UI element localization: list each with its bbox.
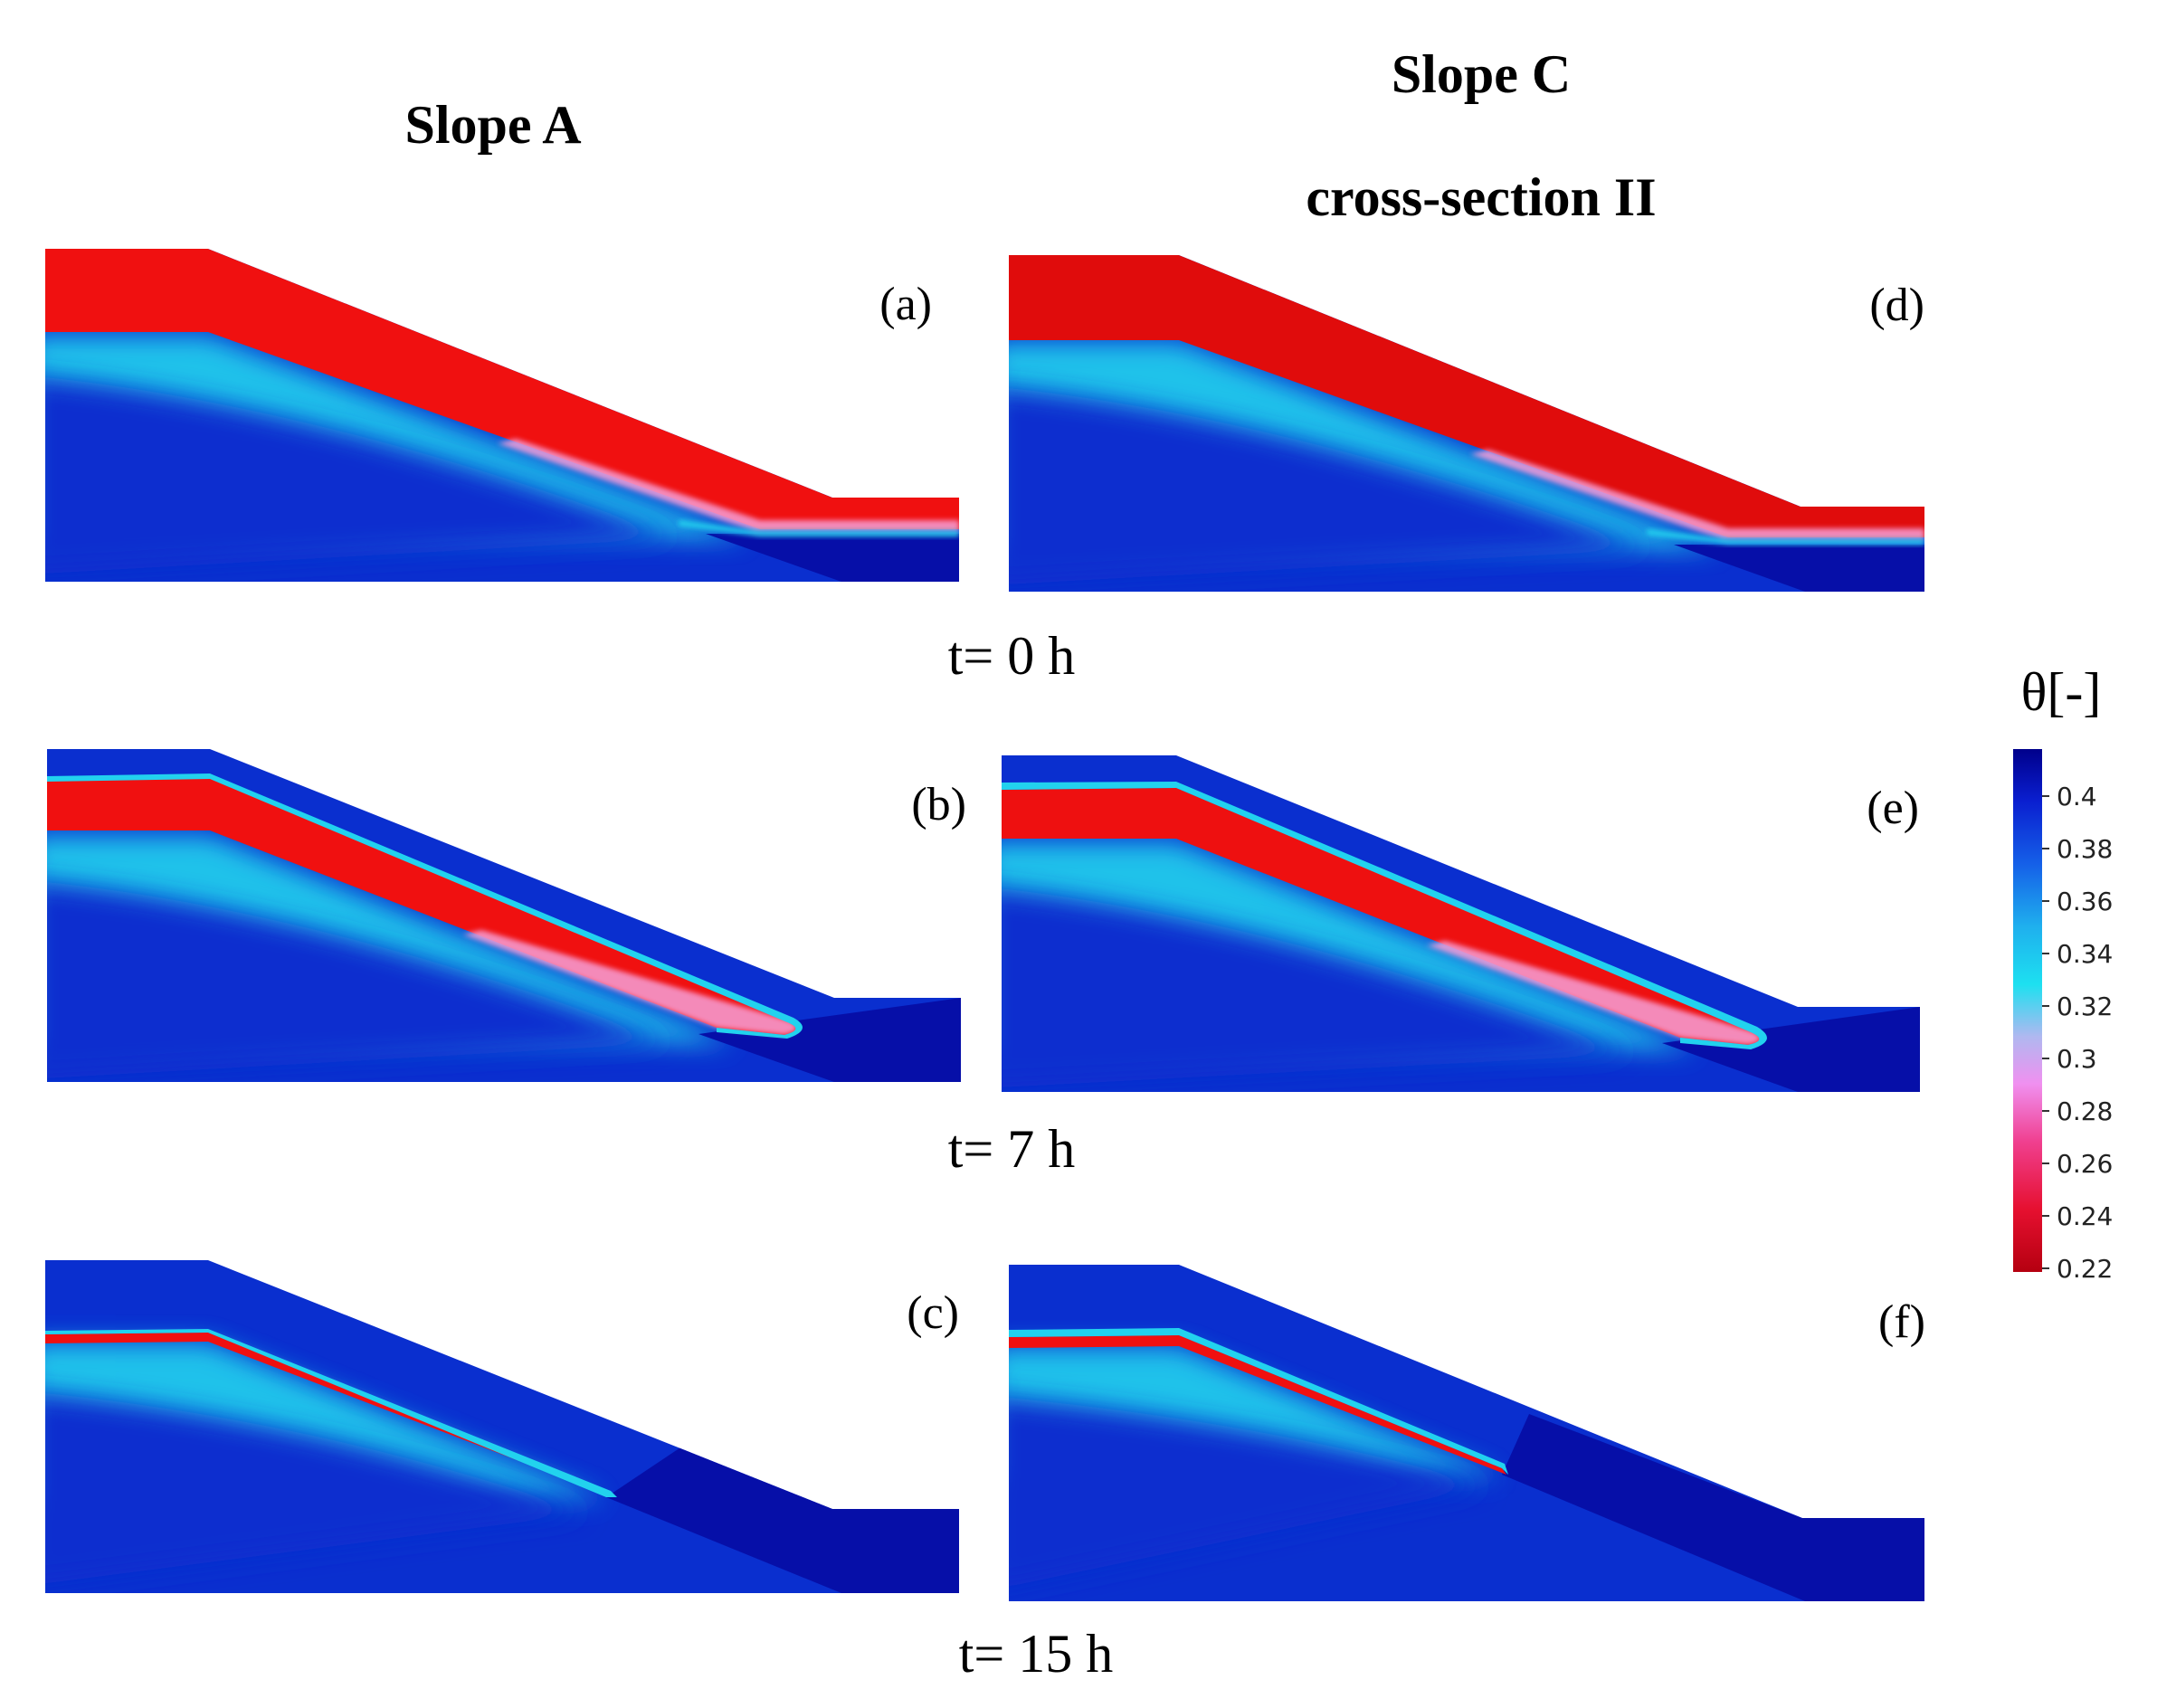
panel-label-a: (a) [879, 279, 932, 330]
colorbar-tick-label: 0.22 [2057, 1254, 2113, 1284]
colorbar-title: θ[-] [2021, 662, 2102, 722]
panel-label-f: (f) [1878, 1296, 1925, 1348]
time-label-15h: t= 15 h [959, 1624, 1114, 1684]
colorbar-tick-label: 0.32 [2057, 992, 2113, 1021]
title-slope-c-subtitle: cross-section II [1306, 167, 1656, 227]
panel-label-d: (d) [1869, 280, 1924, 331]
panel-f: (f) [1009, 1265, 1925, 1601]
colorbar-tick-label: 0.4 [2057, 782, 2097, 811]
colorbar-tick-label: 0.28 [2057, 1096, 2113, 1126]
colorbar-tick-label: 0.3 [2057, 1044, 2097, 1074]
colorbar-tick-label: 0.34 [2057, 939, 2113, 969]
colorbar-ticks: 0.4 0.38 0.36 0.34 0.32 0.3 0.28 0.26 0.24 0.22 [2042, 782, 2113, 1284]
panel-c: (c) [45, 1260, 959, 1593]
panel-b: (b) [47, 749, 966, 1082]
panel-label-e: (e) [1867, 783, 1919, 834]
panel-label-c: (c) [907, 1287, 959, 1339]
panel-a: (a) [45, 249, 959, 582]
colorbar-tick-label: 0.24 [2057, 1201, 2113, 1231]
panel-d: (d) [1009, 255, 1924, 592]
time-label-0h: t= 0 h [948, 626, 1076, 686]
time-label-7h: t= 7 h [948, 1119, 1076, 1179]
panel-label-b: (b) [911, 779, 966, 830]
colorbar-tick-label: 0.26 [2057, 1149, 2113, 1179]
panel-e: (e) [1002, 755, 1920, 1092]
colorbar-tick-label: 0.38 [2057, 834, 2113, 864]
title-slope-a: Slope A [404, 95, 581, 155]
colorbar-gradient [2013, 749, 2042, 1272]
colorbar: θ[-] 0.40.380.360.340.320.30.280.260.240… [2013, 662, 2113, 1284]
title-slope-c: Slope C [1392, 44, 1571, 104]
colorbar-tick-label: 0.36 [2057, 887, 2113, 916]
